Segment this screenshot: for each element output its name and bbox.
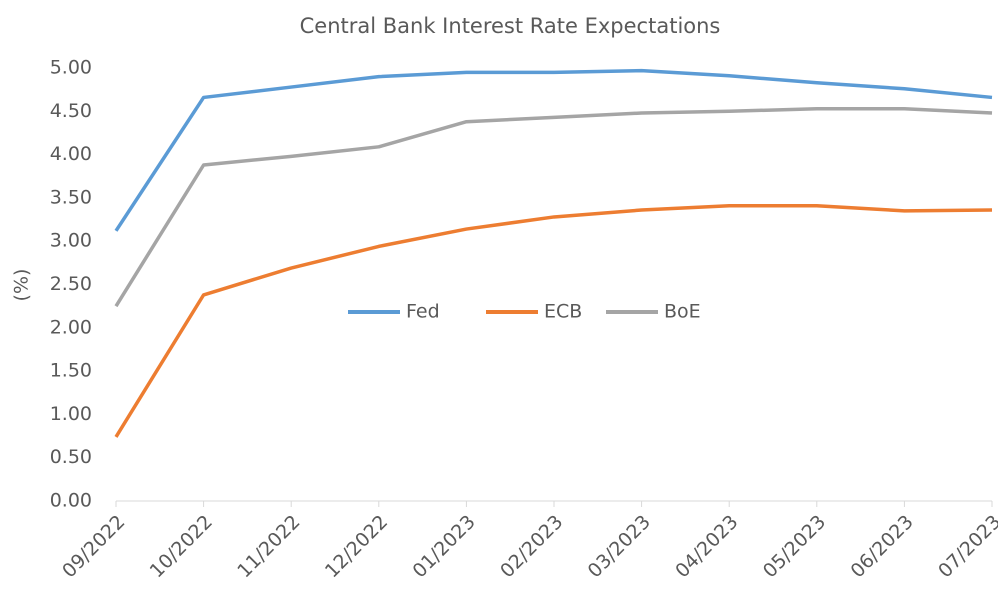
y-tick-label: 3.00 <box>50 230 92 252</box>
y-tick-label: 5.00 <box>50 57 92 79</box>
x-tick-label: 02/2023 <box>496 511 567 582</box>
x-tick-label: 11/2022 <box>233 511 304 582</box>
y-tick-label: 0.50 <box>50 446 92 468</box>
y-axis-label: (%) <box>11 269 33 302</box>
y-tick-label: 2.00 <box>50 316 92 338</box>
y-tick-label: 4.50 <box>50 100 92 122</box>
line-series <box>114 106 993 308</box>
legend-label: BoE <box>664 301 701 323</box>
x-tick-label: 05/2023 <box>759 511 830 582</box>
x-tick-label: 07/2023 <box>934 511 998 582</box>
chart-title: Central Bank Interest Rate Expectations <box>300 14 721 38</box>
legend-label: Fed <box>406 301 440 323</box>
y-tick-label: 0.00 <box>50 490 92 512</box>
x-tick-label: 06/2023 <box>846 511 917 582</box>
x-tick-label: 04/2023 <box>671 511 742 582</box>
x-tick-label: 09/2022 <box>58 511 129 582</box>
x-tick-label: 03/2023 <box>584 511 655 582</box>
line-series <box>114 203 993 438</box>
x-tick-label: 10/2022 <box>146 511 217 582</box>
legend-label: ECB <box>544 301 582 323</box>
y-tick-label: 3.50 <box>50 186 92 208</box>
x-tick-label: 01/2023 <box>408 511 479 582</box>
y-tick-label: 4.00 <box>50 143 92 165</box>
y-tick-label: 2.50 <box>50 273 92 295</box>
y-tick-label: 1.00 <box>50 403 92 425</box>
x-tick-label: 12/2022 <box>321 511 392 582</box>
line-series <box>114 68 993 232</box>
y-tick-label: 1.50 <box>50 360 92 382</box>
